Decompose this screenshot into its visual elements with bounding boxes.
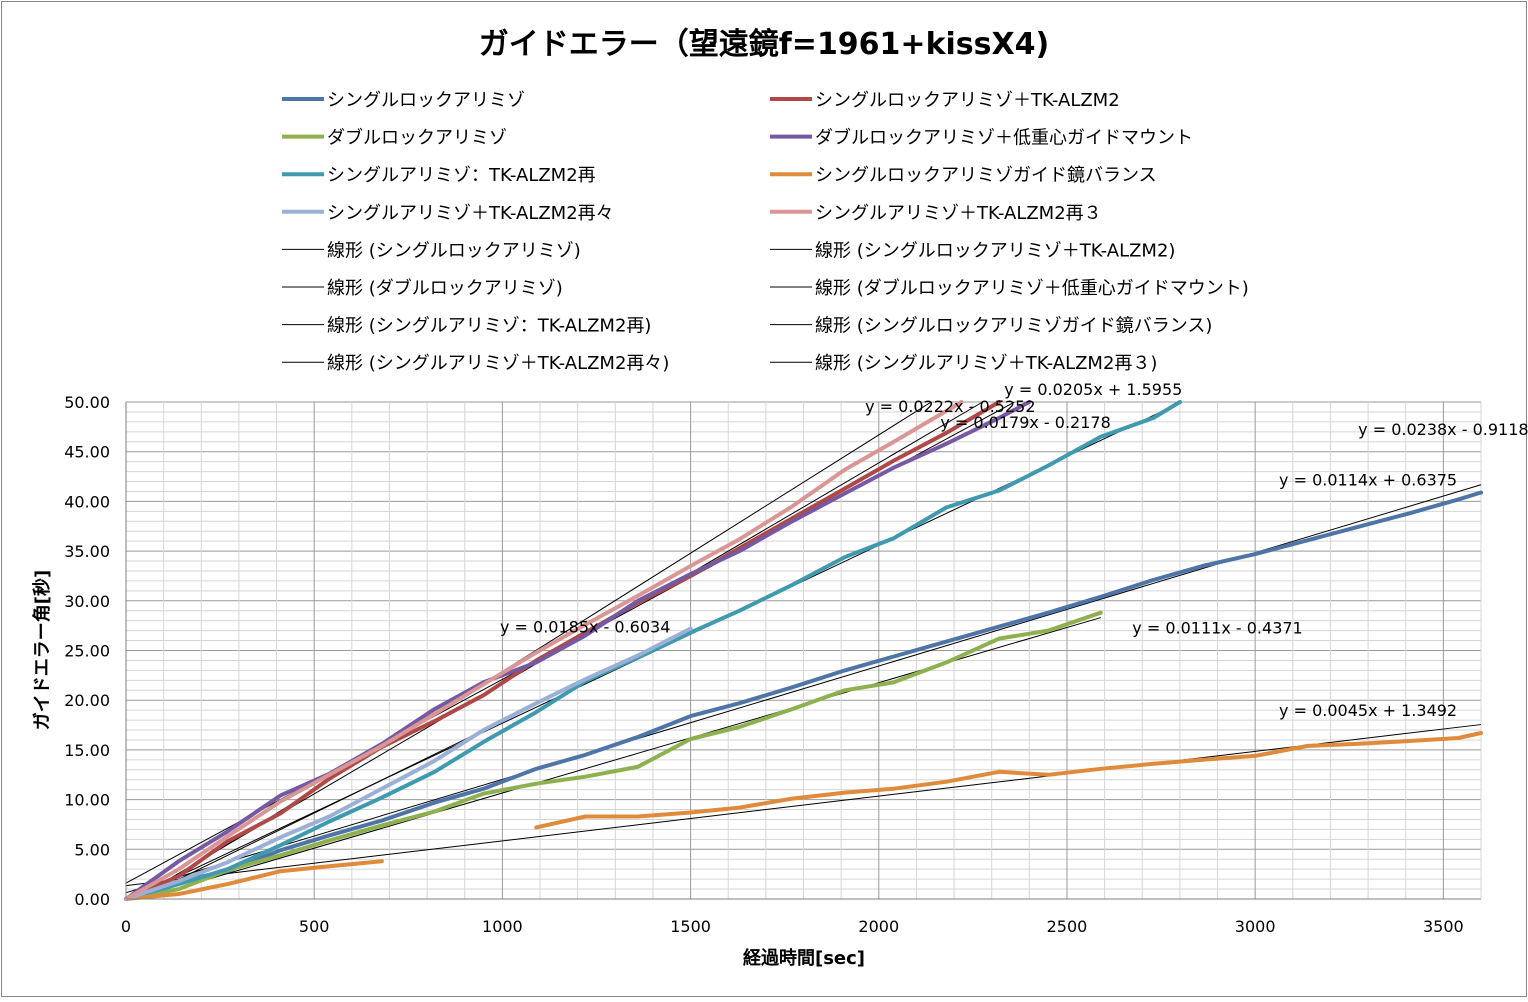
axes [125, 402, 1481, 900]
trend-equation-label: y = 0.0045x + 1.3492 [1279, 701, 1457, 720]
y-tick-label: 20.00 [64, 691, 110, 710]
trend-equation-label: y = 0.0179x - 0.2178 [940, 413, 1110, 432]
y-axis-label: ガイドエラー角[秒] [31, 570, 53, 730]
y-tick-label: 10.00 [64, 791, 110, 810]
legend-label: シングルロックアリミゾガイド鏡バランス [815, 165, 1157, 186]
series-line [124, 859, 384, 901]
legend-label: シングルロックアリミゾ＋TK-ALZM2 [815, 90, 1120, 111]
x-tick-label: 2000 [858, 917, 899, 936]
series-line [124, 626, 693, 901]
legend: シングルロックアリミゾ シングルロックアリミゾ＋TK-ALZM2 ダブルロックアリミ… [282, 90, 1249, 374]
trend-equations: y = 0.0114x + 0.6375 y = 0.0222x - 0.5252… [500, 380, 1528, 720]
legend-label: シングルアリミゾ：TK-ALZM2再 [327, 165, 596, 186]
chart-title: ガイドエラー（望遠鏡f=1961+kissX4) [479, 27, 1049, 62]
x-tick-label: 500 [299, 917, 330, 936]
trend-equation-label: y = 0.0185x - 0.6034 [500, 618, 670, 637]
series-line [124, 490, 1483, 901]
legend-label: 線形 (シングルロックアリミゾ) [327, 240, 581, 261]
x-tick-label: 1000 [482, 917, 523, 936]
trend-equation-label: y = 0.0111x - 0.4371 [1132, 619, 1302, 638]
series-line [534, 731, 1483, 830]
legend-label: 線形 (シングルロックアリミゾ＋TK-ALZM2) [815, 240, 1175, 261]
series-line [124, 400, 1182, 901]
trend-equation-label: y = 0.0222x - 0.5252 [865, 397, 1035, 416]
trendline [125, 724, 1482, 887]
x-tick-label: 0 [121, 917, 131, 936]
legend-label: シングルロックアリミゾ [327, 90, 525, 111]
legend-label: ダブルロックアリミゾ＋低重心ガイドマウント [815, 127, 1193, 149]
tick-labels: 0.00 5.00 10.00 15.00 20.00 25.00 30.00 35.00 40… [64, 393, 1464, 936]
y-tick-label: 5.00 [74, 840, 110, 859]
trend-equation-label: y = 0.0205x + 1.5955 [1004, 380, 1182, 399]
x-tick-label: 3500 [1423, 917, 1464, 936]
y-tick-label: 15.00 [64, 741, 110, 760]
trend-equation-label: y = 0.0238x - 0.9118 [1358, 420, 1528, 439]
legend-label: シングルアリミゾ＋TK-ALZM2再々 [327, 203, 614, 224]
legend-label: 線形 (シングルアリミゾ：TK-ALZM2再) [327, 316, 651, 337]
x-axis-label: 経過時間[sec] [743, 947, 865, 969]
y-tick-label: 25.00 [64, 642, 110, 661]
series-line [124, 400, 1032, 901]
legend-label: 線形 (シングルアリミゾ＋TK-ALZM2再３) [815, 353, 1157, 374]
plot-grid [125, 401, 1482, 900]
y-tick-label: 45.00 [64, 443, 110, 462]
x-tick-label: 1500 [670, 917, 711, 936]
legend-label: 線形 (ダブルロックアリミゾ) [327, 277, 563, 299]
data-series [124, 400, 1483, 901]
x-tick-label: 2500 [1047, 917, 1088, 936]
series-line [124, 400, 1002, 901]
y-tick-label: 40.00 [64, 492, 110, 511]
x-tick-label: 3000 [1235, 917, 1276, 936]
legend-label: 線形 (ダブルロックアリミゾ＋低重心ガイドマウント) [815, 277, 1249, 299]
trend-equation-label: y = 0.0114x + 0.6375 [1279, 470, 1457, 489]
legend-label: 線形 (シングルアリミゾ＋TK-ALZM2再々) [327, 353, 669, 374]
series-line [124, 610, 1103, 901]
legend-label: シングルアリミゾ＋TK-ALZM2再３ [815, 203, 1102, 224]
legend-label: 線形 (シングルロックアリミゾガイド鏡バランス) [815, 316, 1212, 337]
legend-label: ダブルロックアリミゾ [327, 127, 507, 149]
y-tick-label: 35.00 [64, 542, 110, 561]
y-tick-label: 0.00 [74, 890, 110, 909]
y-tick-label: 50.00 [64, 393, 110, 412]
y-tick-label: 30.00 [64, 592, 110, 611]
series-line [124, 400, 964, 901]
